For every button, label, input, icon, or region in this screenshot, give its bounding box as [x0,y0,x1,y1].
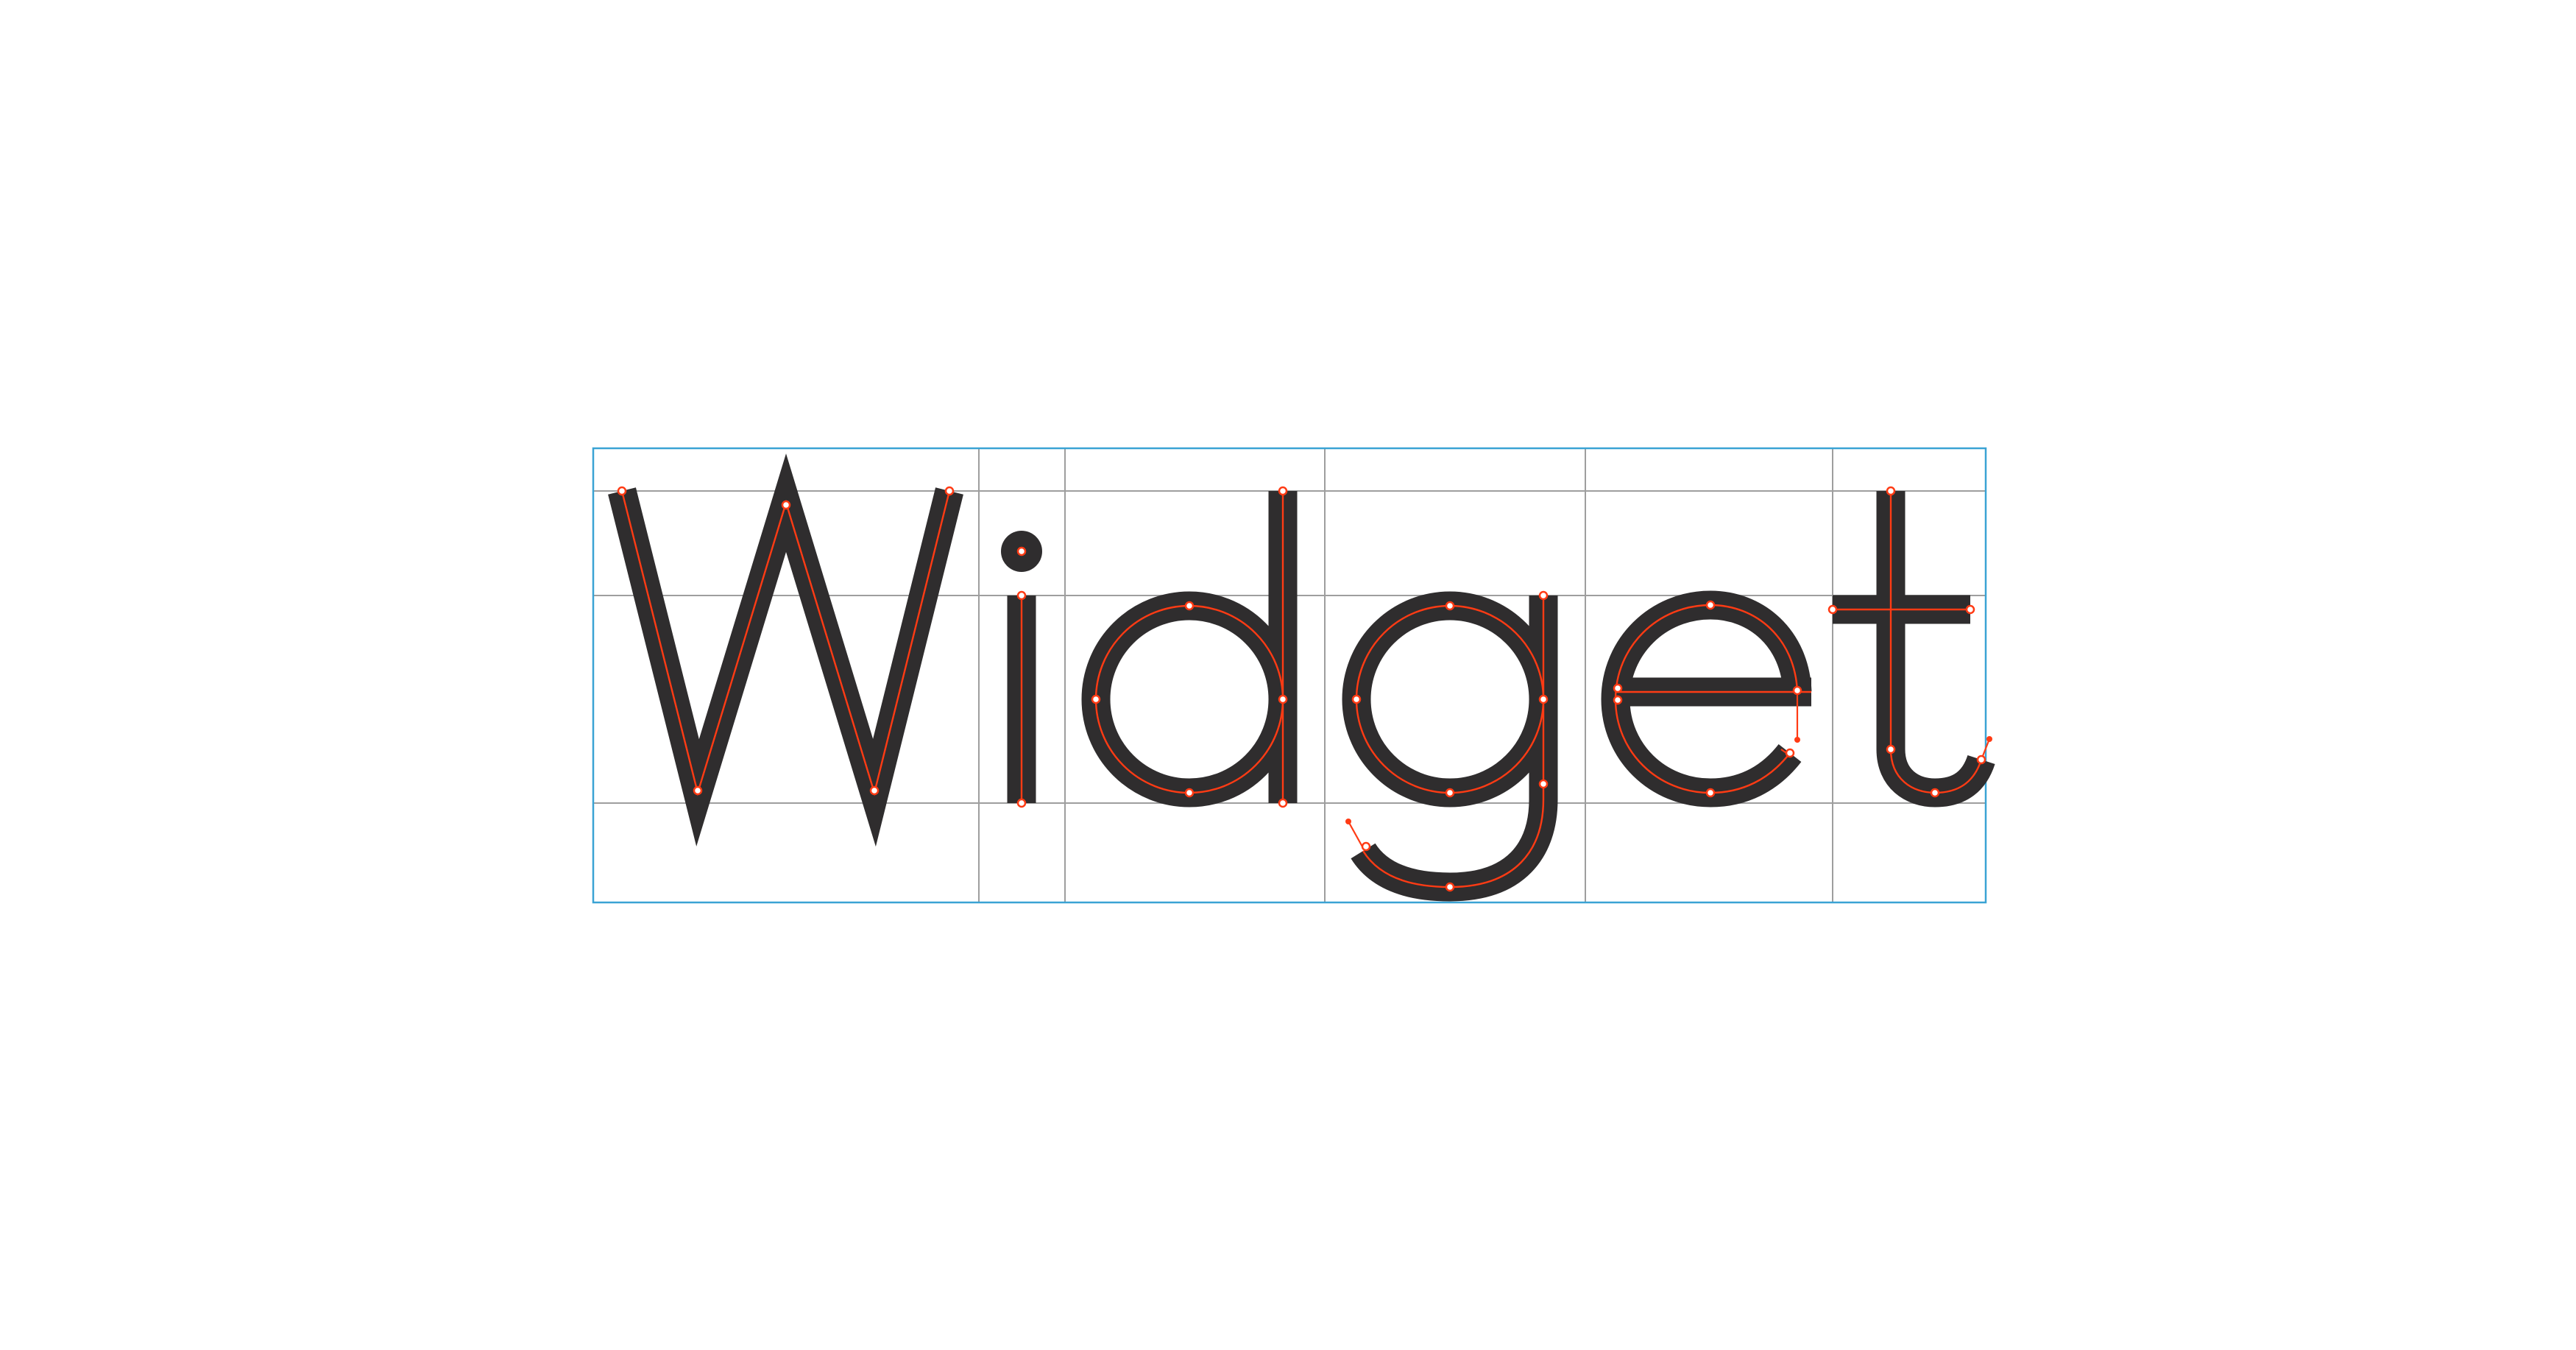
glyph-d [1081,491,1298,807]
anchor-point [1445,788,1455,798]
e-bowl-skeleton [1614,604,1799,794]
anchor-point [1351,694,1362,704]
glyph-w [608,453,963,847]
anchor-point [1361,841,1371,852]
vertical-guides [978,448,1833,902]
anchor-point [1705,788,1716,798]
anchor-points [617,486,1986,892]
anchor-point [1827,604,1838,615]
handle-point [1345,819,1351,824]
anchor-point [1538,779,1549,789]
anchor-point [1613,695,1623,705]
anchor-point [1091,694,1101,704]
anchor-point [1785,748,1795,758]
anchor-point [1613,683,1623,693]
control-handles [1345,692,1992,849]
handle-line [1348,821,1364,849]
anchor-point [1445,882,1455,892]
anchor-point [1184,788,1195,798]
anchor-point [1792,685,1802,696]
anchor-point [1184,601,1195,611]
anchor-point [1016,798,1027,808]
d-bowl [1081,591,1298,807]
anchor-point [1965,604,1975,615]
handle-point [1986,736,1992,742]
anchor-point [781,500,791,510]
handle-point [1794,737,1800,743]
anchor-point [1278,798,1288,808]
anchor-point [1886,486,1896,496]
anchor-point [1976,754,1986,765]
anchor-point [1538,694,1549,704]
glyph-frame [592,447,1987,904]
glyph-t [1833,491,1995,807]
anchor-point [869,785,880,796]
anchor-point [1278,694,1288,704]
anchor-point [693,785,703,796]
glyph-e [1601,590,1812,807]
glyph-outlines [608,453,1995,902]
anchor-point [1705,600,1716,610]
anchor-point [1278,486,1288,496]
anchor-point [617,486,627,496]
anchor-point [1886,744,1896,754]
t-stem [1876,491,1995,807]
anchor-point [944,486,955,496]
anchor-point [1016,546,1027,556]
anchor-point [1930,788,1940,798]
anchor-point [1016,590,1027,601]
g-bowl [1342,591,1558,807]
glyph-g [1342,591,1558,902]
anchor-point [1538,590,1549,601]
anchor-point [1445,601,1455,611]
g-stem-skeleton [1362,596,1545,888]
